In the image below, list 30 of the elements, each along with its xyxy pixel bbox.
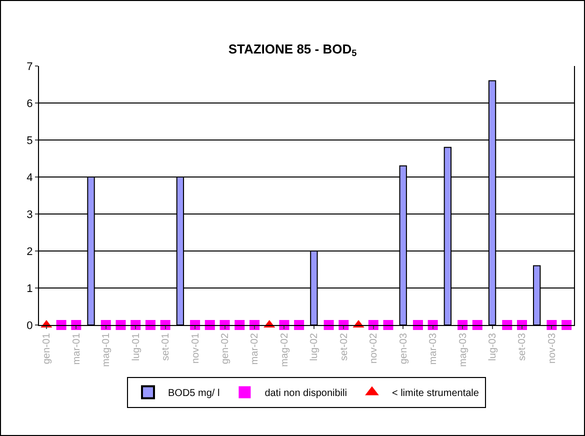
y-tick-label: 5 bbox=[26, 134, 33, 147]
y-tick-label: 0 bbox=[26, 320, 33, 332]
x-tick-label: mag-01 bbox=[101, 332, 112, 367]
y-tick-label: 1 bbox=[26, 282, 33, 295]
x-tick-label: nov-01 bbox=[190, 332, 202, 364]
x-tick-label: gen-03 bbox=[398, 332, 410, 364]
x-tick-label: mar-01 bbox=[71, 332, 82, 365]
legend-label: dati non disponibili bbox=[264, 388, 347, 400]
x-tick-label: set-01 bbox=[160, 332, 172, 361]
legend-label: BOD5 mg/ l bbox=[168, 388, 220, 400]
x-tick-label: mag-02 bbox=[279, 332, 290, 367]
y-tick-label: 6 bbox=[26, 98, 33, 110]
x-tick-label: gen-02 bbox=[220, 332, 232, 364]
y-tick-label: 7 bbox=[26, 60, 33, 73]
x-tick-label: lug-01 bbox=[130, 332, 142, 361]
x-tick-label: lug-02 bbox=[309, 332, 320, 361]
chart-title: STAZIONE 85 - BOD$_{5}$ bbox=[228, 42, 357, 58]
x-tick-label: gen-01 bbox=[42, 332, 53, 364]
x-tick-label: set-02 bbox=[338, 332, 350, 361]
x-tick-label: mag-03 bbox=[458, 332, 469, 367]
x-tick-label: nov-02 bbox=[368, 332, 380, 364]
x-tick-label: mar-02 bbox=[250, 332, 261, 365]
y-tick-label: 2 bbox=[26, 246, 33, 258]
legend-label: < limite strumentale bbox=[392, 388, 480, 400]
x-tick-label: nov-03 bbox=[546, 332, 558, 364]
y-tick-label: 3 bbox=[26, 208, 33, 221]
x-tick-label: set-03 bbox=[517, 332, 528, 361]
x-tick-label: lug-03 bbox=[488, 332, 499, 361]
y-tick-label: 4 bbox=[26, 172, 33, 184]
x-tick-label: mar-03 bbox=[428, 332, 440, 365]
